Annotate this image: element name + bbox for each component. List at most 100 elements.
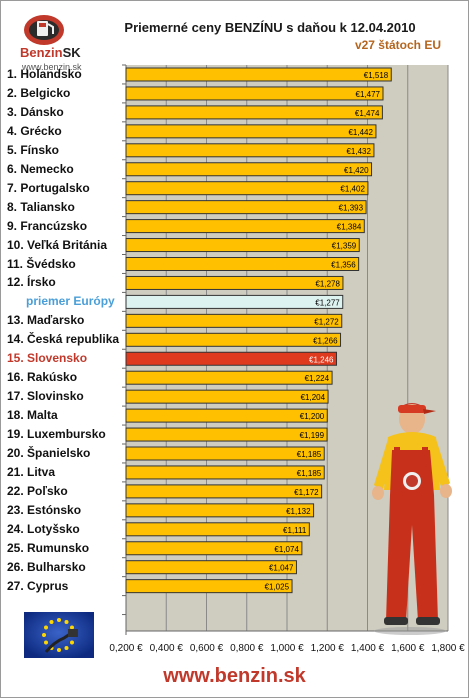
flag-star [57,648,61,652]
category-label: 16. Rakúsko [7,370,78,385]
bar-data-label: €1,278 [315,279,340,288]
bar [125,181,369,196]
bar-data-label: €1,185 [297,450,322,459]
bar [125,105,383,120]
bar-data-label: €1,359 [332,242,357,251]
category-label: 4. Grécko [7,123,62,138]
flag-star [49,620,54,625]
bar-data-label: €1,420 [344,166,369,175]
x-tick-label: 1,000 € [270,643,304,654]
bar-data-label: €1,356 [331,261,356,270]
bar [125,446,325,461]
bar-data-label: €1,074 [274,545,299,554]
flag-star [44,640,49,645]
bar [125,238,360,253]
category-label: 25. Rumunsko [7,540,90,555]
x-tick-label: 1,200 € [311,643,345,654]
x-tick-label: 0,800 € [230,643,264,654]
bar [125,503,315,518]
x-tick-label: 0,600 € [190,643,224,654]
bar-data-label: €1,477 [356,90,381,99]
bar-data-label: €1,047 [269,564,294,573]
bar [125,484,323,499]
bar-data-label: €1,224 [305,374,330,383]
category-label: 11. Švédsko [7,256,76,271]
category-label: 19. Luxembursko [7,427,106,442]
chart-subtitle: v27 štátoch EU [354,38,441,52]
bar [125,560,297,575]
bar-data-label: €1,432 [346,147,371,156]
bar [125,332,342,347]
category-label: 8. Taliansko [7,199,75,214]
flag-star [44,625,49,630]
x-tick-label: 0,200 € [109,643,143,654]
bar [125,351,338,366]
bar [125,124,377,139]
category-label: 13. Maďarsko [7,313,85,328]
category-label: 2. Belgicko [7,85,71,100]
bar-data-label: €1,132 [286,507,311,516]
bar [125,370,333,385]
x-tick-label: 0,400 € [150,643,184,654]
bar-data-label: €1,172 [294,488,319,497]
category-label: 24. Lotyšsko [7,521,80,536]
bar-data-label: €1,393 [339,204,364,213]
category-label: 26. Bulharsko [7,559,86,574]
category-label: 21. Litva [7,464,56,479]
benzin-logo: BenzinSK www.benzin.sk [8,8,82,72]
flag-star [69,625,74,630]
bar [125,427,328,442]
x-tick-label: 1,400 € [351,643,385,654]
category-label: 7. Portugalsko [7,180,90,195]
bar-data-label: €1,204 [301,393,326,402]
bar-data-label: €1,402 [340,185,365,194]
bar [125,522,310,537]
category-label: 18. Malta [7,408,58,423]
bar [125,219,365,234]
bar-data-label: €1,384 [337,223,362,232]
bar-data-label: €1,025 [265,583,290,592]
bar [125,257,360,271]
bar [125,579,293,594]
bar-data-label: €1,272 [314,317,339,326]
bar-data-label: €1,518 [364,71,389,80]
bar-data-label: €1,185 [297,469,322,478]
bar-data-label: €1,474 [355,109,380,118]
category-label: 15. Slovensko [7,351,88,366]
footer-url: www.benzin.sk [163,665,306,687]
category-label: 5. Fínsko [7,142,60,157]
category-label: 20. Španielsko [7,446,91,460]
bar-data-label: €1,199 [300,431,325,440]
bar [125,541,303,556]
category-label: 12. Írsko [7,275,56,290]
category-label: 27. Cyprus [7,578,69,593]
bar [125,67,392,82]
bar-data-label: €1,200 [300,412,325,421]
bar [125,465,325,480]
flag-star [57,618,61,622]
bar [125,408,328,423]
bar [125,389,329,404]
category-label: 6. Nemecko [7,161,74,176]
bar-data-label: €1,277 [315,298,340,307]
logo-brand-suffix: SK [62,45,81,60]
category-label: priemer Európy [26,294,115,309]
x-tick-label: 1,600 € [391,643,425,654]
category-label: 9. Francúzsko [7,218,88,233]
category-label: 3. Dánsko [7,104,64,119]
category-label: 17. Slovinsko [7,389,84,404]
category-label: 14. Česká republika [7,332,120,347]
bar [125,275,344,290]
category-label: 1. Holandsko [7,67,82,81]
bar [125,313,343,328]
bar-data-label: €1,111 [283,526,307,535]
flag-star [64,645,69,650]
chart-title: Priemerné ceny BENZÍNU s daňou k 12.04.2… [124,20,416,35]
category-label: 22. Poľsko [7,483,68,498]
logo-brand-main: Benzin [20,45,63,60]
category-label: 23. Estónsko [7,502,82,517]
x-tick-label: 1,800 € [431,643,465,654]
mechanic-mascot-icon [372,403,452,635]
